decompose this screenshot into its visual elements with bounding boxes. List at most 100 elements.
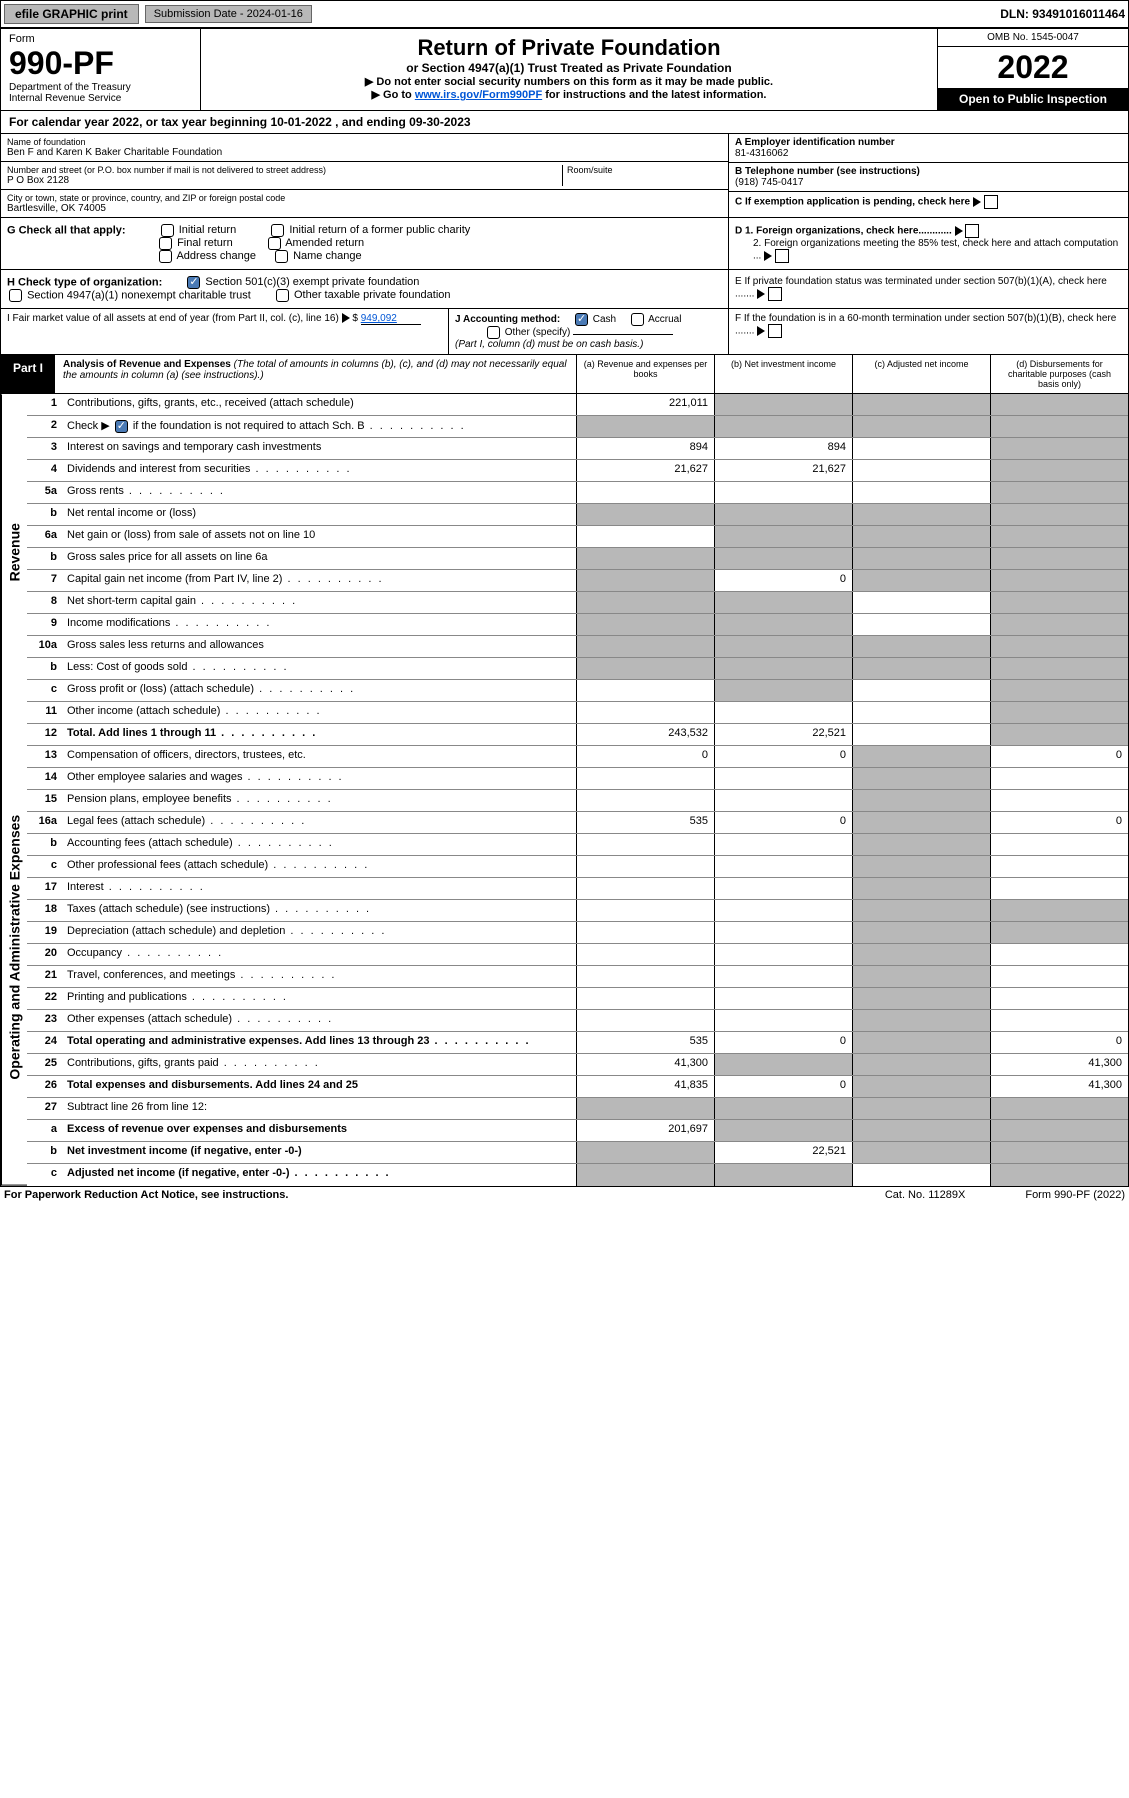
arrow-icon [342, 313, 350, 323]
row-7: 7Capital gain net income (from Part IV, … [27, 570, 1128, 592]
foundation-info: Name of foundation Ben F and Karen K Bak… [0, 134, 1129, 218]
top-bar: efile GRAPHIC print Submission Date - 20… [0, 0, 1129, 28]
h-4947[interactable] [9, 289, 22, 302]
h-501c3[interactable] [187, 276, 200, 289]
calendar-year-row: For calendar year 2022, or tax year begi… [0, 111, 1129, 134]
row-5b: bNet rental income or (loss) [27, 504, 1128, 526]
goto-note: ▶ Go to www.irs.gov/Form990PF for instru… [207, 88, 931, 101]
form-subtitle: or Section 4947(a)(1) Trust Treated as P… [207, 61, 931, 75]
j-cash[interactable] [575, 313, 588, 326]
j-accrual[interactable] [631, 313, 644, 326]
g-initial-former[interactable] [271, 224, 284, 237]
part1-header: Part I Analysis of Revenue and Expenses … [0, 355, 1129, 394]
row-16c: cOther professional fees (attach schedul… [27, 856, 1128, 878]
g-label: G Check all that apply: [7, 224, 126, 236]
arrow-icon [757, 326, 765, 336]
form-header: Form 990-PF Department of the Treasury I… [0, 28, 1129, 111]
g-address-change[interactable] [159, 250, 172, 263]
revenue-side-label: Revenue [1, 394, 27, 710]
c-label: C If exemption application is pending, c… [735, 197, 970, 208]
address: P O Box 2128 [7, 175, 562, 186]
row-10c: cGross profit or (loss) (attach schedule… [27, 680, 1128, 702]
arrow-icon [764, 251, 772, 261]
row-26: 26Total expenses and disbursements. Add … [27, 1076, 1128, 1098]
h-label: H Check type of organization: [7, 276, 162, 288]
d2-checkbox[interactable] [775, 249, 789, 263]
row-25: 25Contributions, gifts, grants paid41,30… [27, 1054, 1128, 1076]
ein-label: A Employer identification number [735, 137, 1122, 148]
row-10b: bLess: Cost of goods sold [27, 658, 1128, 680]
addr-label: Number and street (or P.O. box number if… [7, 165, 562, 175]
i-value[interactable]: 949,092 [361, 313, 421, 325]
cat-no: Cat. No. 11289X [885, 1189, 966, 1201]
room-label: Room/suite [567, 165, 722, 175]
row-5a: 5aGross rents [27, 482, 1128, 504]
row-3: 3Interest on savings and temporary cash … [27, 438, 1128, 460]
j-label: J Accounting method: [455, 314, 560, 325]
col-b: (b) Net investment income [714, 355, 852, 393]
row-11: 11Other income (attach schedule) [27, 702, 1128, 724]
irs: Internal Revenue Service [9, 93, 192, 104]
d2-label: 2. Foreign organizations meeting the 85%… [753, 238, 1118, 262]
telephone: (918) 745-0417 [735, 177, 1122, 188]
foundation-name: Ben F and Karen K Baker Charitable Found… [7, 147, 722, 158]
col-d: (d) Disbursements for charitable purpose… [990, 355, 1128, 393]
row-27a: aExcess of revenue over expenses and dis… [27, 1120, 1128, 1142]
city-state-zip: Bartlesville, OK 74005 [7, 203, 722, 214]
part1-table: Revenue Operating and Administrative Exp… [0, 394, 1129, 1187]
section-h-e: H Check type of organization: Section 50… [0, 270, 1129, 309]
arrow-icon [955, 226, 963, 236]
footer: For Paperwork Reduction Act Notice, see … [0, 1187, 1129, 1203]
dept-treasury: Department of the Treasury [9, 82, 192, 93]
tel-label: B Telephone number (see instructions) [735, 166, 1122, 177]
schb-checkbox[interactable] [115, 420, 128, 433]
d1-checkbox[interactable] [965, 224, 979, 238]
efile-print-button[interactable]: efile GRAPHIC print [4, 4, 139, 24]
row-14: 14Other employee salaries and wages [27, 768, 1128, 790]
g-name-change[interactable] [275, 250, 288, 263]
section-ijf: I Fair market value of all assets at end… [0, 309, 1129, 355]
tax-year: 2022 [938, 47, 1128, 88]
row-16b: bAccounting fees (attach schedule) [27, 834, 1128, 856]
col-a: (a) Revenue and expenses per books [576, 355, 714, 393]
i-label: I Fair market value of all assets at end… [7, 313, 339, 324]
paperwork-notice: For Paperwork Reduction Act Notice, see … [4, 1189, 288, 1201]
row-17: 17Interest [27, 878, 1128, 900]
submission-date: Submission Date - 2024-01-16 [145, 5, 312, 23]
f-checkbox[interactable] [768, 324, 782, 338]
form-word: Form [9, 33, 192, 45]
ein: 81-4316062 [735, 148, 1122, 159]
row-22: 22Printing and publications [27, 988, 1128, 1010]
row-27b: bNet investment income (if negative, ent… [27, 1142, 1128, 1164]
f-label: F If the foundation is in a 60-month ter… [735, 313, 1116, 337]
row-1: 1Contributions, gifts, grants, etc., rec… [27, 394, 1128, 416]
g-initial-return[interactable] [161, 224, 174, 237]
row-15: 15Pension plans, employee benefits [27, 790, 1128, 812]
arrow-icon [973, 197, 981, 207]
name-label: Name of foundation [7, 137, 722, 147]
g-final-return[interactable] [159, 237, 172, 250]
col-c: (c) Adjusted net income [852, 355, 990, 393]
irs-link[interactable]: www.irs.gov/Form990PF [415, 89, 542, 101]
row-19: 19Depreciation (attach schedule) and dep… [27, 922, 1128, 944]
omb-number: OMB No. 1545-0047 [938, 29, 1128, 47]
g-amended[interactable] [268, 237, 281, 250]
row-2: 2Check ▶ if the foundation is not requir… [27, 416, 1128, 438]
ssn-note: ▶ Do not enter social security numbers o… [207, 75, 931, 88]
row-8: 8Net short-term capital gain [27, 592, 1128, 614]
row-21: 21Travel, conferences, and meetings [27, 966, 1128, 988]
c-checkbox[interactable] [984, 195, 998, 209]
row-27: 27Subtract line 26 from line 12: [27, 1098, 1128, 1120]
h-other-taxable[interactable] [276, 289, 289, 302]
j-note: (Part I, column (d) must be on cash basi… [455, 339, 643, 350]
arrow-icon [757, 289, 765, 299]
e-checkbox[interactable] [768, 287, 782, 301]
j-other[interactable] [487, 326, 500, 339]
row-23: 23Other expenses (attach schedule) [27, 1010, 1128, 1032]
e-label: E If private foundation status was termi… [735, 276, 1107, 300]
row-10a: 10aGross sales less returns and allowanc… [27, 636, 1128, 658]
part1-tag: Part I [1, 355, 55, 393]
city-label: City or town, state or province, country… [7, 193, 722, 203]
d1-label: D 1. Foreign organizations, check here..… [735, 226, 952, 237]
dln: DLN: 93491016011464 [1000, 7, 1125, 21]
